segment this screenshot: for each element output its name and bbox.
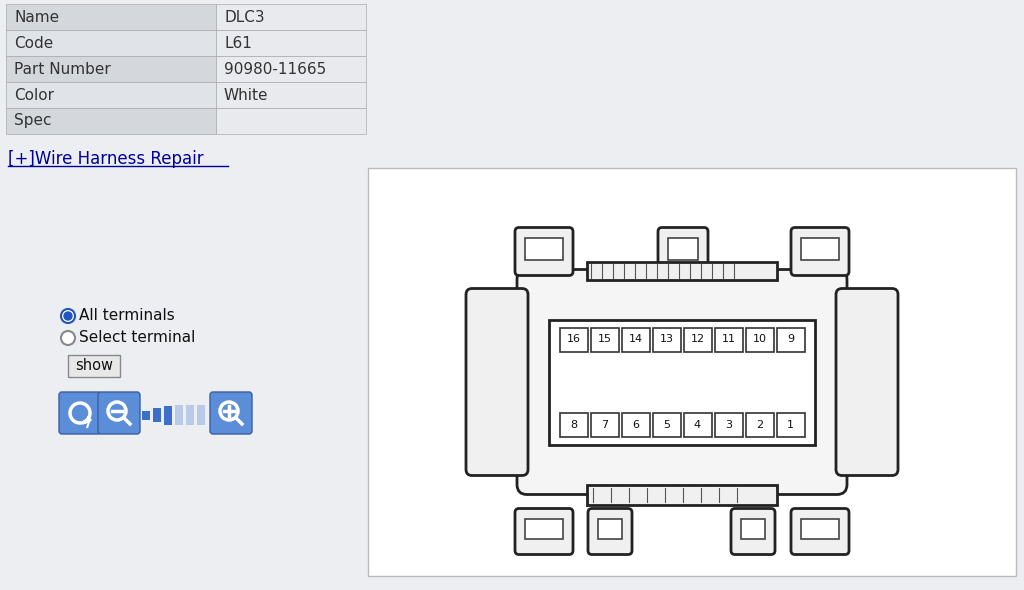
Bar [164, 405, 172, 424]
Bar [142, 411, 150, 419]
Bar [622, 327, 649, 352]
Bar [6, 56, 216, 82]
FancyBboxPatch shape [731, 509, 775, 555]
Text: 15: 15 [597, 335, 611, 345]
Bar [598, 519, 622, 539]
Bar [801, 519, 839, 539]
FancyBboxPatch shape [517, 270, 847, 494]
Bar [587, 484, 777, 504]
Text: White: White [224, 87, 268, 103]
Text: 3: 3 [725, 419, 732, 430]
FancyBboxPatch shape [658, 228, 708, 276]
FancyBboxPatch shape [59, 392, 101, 434]
Text: L61: L61 [224, 35, 252, 51]
Text: 12: 12 [690, 335, 705, 345]
Bar [801, 238, 839, 260]
Bar [153, 408, 161, 422]
Text: 9: 9 [786, 335, 794, 345]
Bar [197, 405, 205, 425]
Text: Part Number: Part Number [14, 61, 111, 77]
Bar [216, 56, 366, 82]
FancyBboxPatch shape [836, 289, 898, 476]
Text: 4: 4 [694, 419, 701, 430]
FancyBboxPatch shape [515, 509, 573, 555]
Circle shape [61, 309, 75, 323]
Bar [715, 412, 742, 437]
Bar [6, 30, 216, 56]
Bar [525, 238, 563, 260]
FancyBboxPatch shape [466, 289, 528, 476]
Bar [525, 519, 563, 539]
Text: DLC3: DLC3 [224, 9, 264, 25]
FancyBboxPatch shape [791, 509, 849, 555]
FancyBboxPatch shape [98, 392, 140, 434]
Bar [715, 327, 742, 352]
FancyBboxPatch shape [515, 228, 573, 276]
Bar [587, 261, 777, 280]
Bar [549, 320, 815, 444]
Text: 90980-11665: 90980-11665 [224, 61, 327, 77]
Bar [776, 412, 805, 437]
Text: 5: 5 [663, 419, 670, 430]
Bar [652, 412, 681, 437]
FancyBboxPatch shape [210, 392, 252, 434]
Bar [216, 82, 366, 108]
Text: 6: 6 [632, 419, 639, 430]
Bar [186, 405, 194, 425]
Text: 16: 16 [566, 335, 581, 345]
Text: 11: 11 [722, 335, 735, 345]
Text: 14: 14 [629, 335, 643, 345]
Bar [745, 327, 773, 352]
Text: Color: Color [14, 87, 54, 103]
Text: 8: 8 [570, 419, 578, 430]
Bar [622, 412, 649, 437]
Bar [559, 327, 588, 352]
Bar [368, 168, 1016, 576]
Bar [6, 82, 216, 108]
Text: [+]Wire Harness Repair: [+]Wire Harness Repair [8, 150, 204, 168]
Text: All terminals: All terminals [79, 309, 175, 323]
Circle shape [61, 331, 75, 345]
Bar [216, 4, 366, 30]
FancyBboxPatch shape [791, 228, 849, 276]
Bar [591, 412, 618, 437]
Text: 10: 10 [753, 335, 767, 345]
Bar [175, 405, 183, 425]
Bar [668, 238, 698, 260]
Text: 7: 7 [601, 419, 608, 430]
Bar [591, 327, 618, 352]
Bar [6, 108, 216, 134]
Bar [216, 108, 366, 134]
Circle shape [63, 312, 72, 320]
Bar [683, 412, 712, 437]
Text: Spec: Spec [14, 113, 51, 129]
Text: 2: 2 [756, 419, 763, 430]
Text: Code: Code [14, 35, 53, 51]
Bar [216, 30, 366, 56]
Bar [559, 412, 588, 437]
FancyBboxPatch shape [588, 509, 632, 555]
Bar [776, 327, 805, 352]
Bar [741, 519, 765, 539]
Bar [652, 327, 681, 352]
Bar [683, 327, 712, 352]
Text: 1: 1 [787, 419, 794, 430]
Text: 13: 13 [659, 335, 674, 345]
Bar [6, 4, 216, 30]
Bar [745, 412, 773, 437]
Text: Select terminal: Select terminal [79, 330, 196, 346]
Bar [68, 355, 120, 377]
Text: Name: Name [14, 9, 59, 25]
Text: show: show [75, 359, 113, 373]
